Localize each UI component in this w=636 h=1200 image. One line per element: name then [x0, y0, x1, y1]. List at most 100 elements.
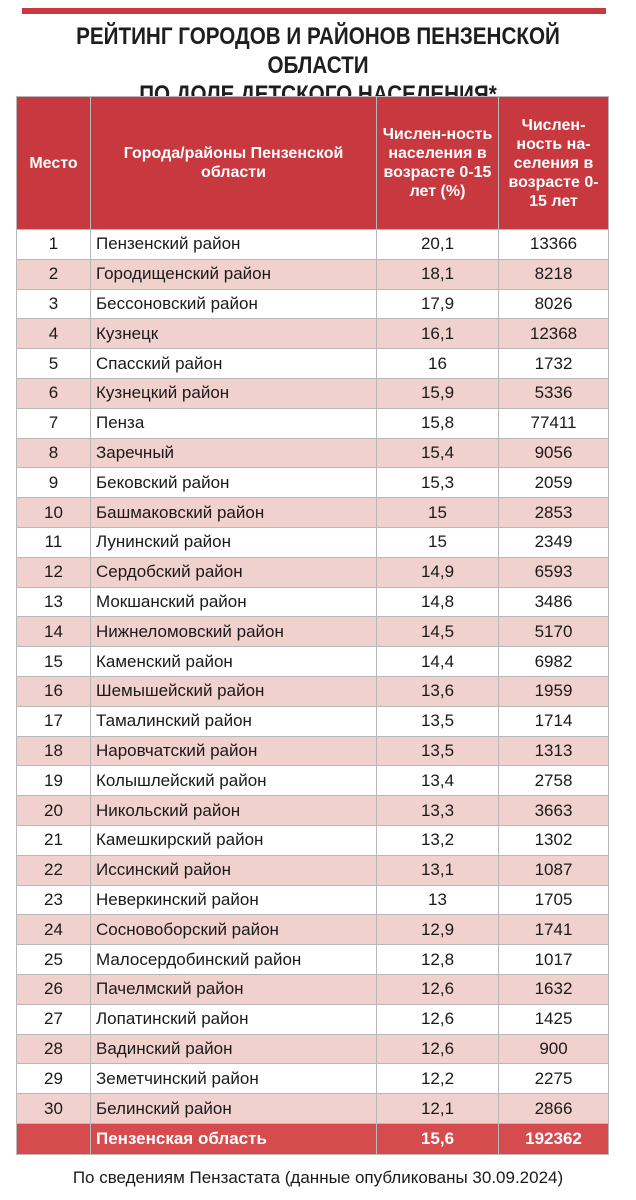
ranking-table: Место Города/районы Пензенской области Ч…	[16, 96, 609, 1155]
row-place: 19	[16, 765, 91, 797]
table-row: 11 Лунинский район 15 2349	[16, 526, 609, 558]
row-count: 8026	[498, 288, 609, 320]
row-place: 12	[16, 556, 91, 588]
table-row: 18 Наровчатский район 13,5 1313	[16, 735, 609, 767]
row-place: 18	[16, 735, 91, 767]
row-name: Пачелмский район	[90, 973, 377, 1005]
row-percent: 20,1	[376, 229, 499, 260]
row-percent: 16,1	[376, 318, 499, 350]
table-row: 15 Каменский район 14,4 6982	[16, 646, 609, 677]
row-place: 16	[16, 675, 91, 707]
total-place	[16, 1122, 91, 1155]
table-row: 12 Сердобский район 14,9 6593	[16, 556, 609, 588]
row-place: 17	[16, 705, 91, 737]
row-name: Камешкирский район	[90, 824, 377, 856]
row-percent: 14,8	[376, 586, 499, 618]
row-name: Малосердобинский район	[90, 944, 377, 975]
row-percent: 12,6	[376, 1003, 499, 1035]
row-name: Кузнецк	[90, 318, 377, 350]
row-percent: 12,6	[376, 973, 499, 1005]
row-count: 1087	[498, 854, 609, 886]
row-place: 20	[16, 795, 91, 826]
row-place: 6	[16, 377, 91, 409]
row-count: 2853	[498, 497, 609, 528]
table-row: 16 Шемышейский район 13,6 1959	[16, 675, 609, 707]
table-row: 9 Бековский район 15,3 2059	[16, 467, 609, 499]
row-place: 13	[16, 586, 91, 618]
header-count: Числен-ность на-селения в возрасте 0-15 …	[498, 96, 609, 230]
row-count: 5336	[498, 377, 609, 409]
table-row: 1 Пензенский район 20,1 13366	[16, 229, 609, 260]
table-row: 25 Малосердобинский район 12,8 1017	[16, 944, 609, 975]
row-percent: 13,3	[376, 795, 499, 826]
row-name: Мокшанский район	[90, 586, 377, 618]
table-row: 21 Камешкирский район 13,2 1302	[16, 824, 609, 856]
row-count: 1017	[498, 944, 609, 975]
row-count: 6593	[498, 556, 609, 588]
row-name: Колышлейский район	[90, 765, 377, 797]
row-place: 21	[16, 824, 91, 856]
row-place: 5	[16, 348, 91, 379]
table-row: 13 Мокшанский район 14,8 3486	[16, 586, 609, 618]
row-place: 4	[16, 318, 91, 350]
row-percent: 13,5	[376, 735, 499, 767]
title-line-1: РЕЙТИНГ ГОРОДОВ И РАЙОНОВ ПЕНЗЕНСКОЙ ОБЛ…	[76, 23, 560, 79]
row-place: 26	[16, 973, 91, 1005]
row-place: 29	[16, 1063, 91, 1095]
row-name: Сосновоборский район	[90, 914, 377, 946]
row-percent: 12,6	[376, 1033, 499, 1065]
table-row: 3 Бессоновский район 17,9 8026	[16, 288, 609, 320]
header-row: Место Города/районы Пензенской области Ч…	[16, 96, 609, 230]
table-row: 5 Спасский район 16 1732	[16, 348, 609, 379]
row-place: 14	[16, 616, 91, 648]
row-percent: 15,4	[376, 437, 499, 469]
table-row: 26 Пачелмский район 12,6 1632	[16, 973, 609, 1005]
row-place: 1	[16, 229, 91, 260]
row-place: 24	[16, 914, 91, 946]
row-name: Лопатинский район	[90, 1003, 377, 1035]
row-count: 900	[498, 1033, 609, 1065]
table-row: 19 Колышлейский район 13,4 2758	[16, 765, 609, 797]
row-place: 11	[16, 526, 91, 558]
row-name: Шемышейский район	[90, 675, 377, 707]
row-place: 15	[16, 646, 91, 677]
row-percent: 15	[376, 526, 499, 558]
row-place: 10	[16, 497, 91, 528]
row-count: 6982	[498, 646, 609, 677]
row-place: 2	[16, 258, 91, 290]
table-row: 22 Иссинский район 13,1 1087	[16, 854, 609, 886]
table-row: 20 Никольский район 13,3 3663	[16, 795, 609, 826]
row-place: 8	[16, 437, 91, 469]
row-percent: 12,1	[376, 1093, 499, 1124]
row-percent: 14,9	[376, 556, 499, 588]
row-count: 5170	[498, 616, 609, 648]
row-name: Никольский район	[90, 795, 377, 826]
row-place: 28	[16, 1033, 91, 1065]
row-count: 1705	[498, 884, 609, 916]
row-count: 8218	[498, 258, 609, 290]
row-place: 30	[16, 1093, 91, 1124]
row-place: 25	[16, 944, 91, 975]
table-row: 30 Белинский район 12,1 2866	[16, 1093, 609, 1124]
row-percent: 13,4	[376, 765, 499, 797]
row-percent: 12,2	[376, 1063, 499, 1095]
table-row: 28 Вадинский район 12,6 900	[16, 1033, 609, 1065]
header-name: Города/районы Пензенской области	[90, 96, 377, 230]
table-row: 4 Кузнецк 16,1 12368	[16, 318, 609, 350]
row-place: 23	[16, 884, 91, 916]
total-count: 192362	[498, 1122, 609, 1155]
top-accent-bar	[22, 8, 606, 14]
row-percent: 13,6	[376, 675, 499, 707]
row-name: Бессоновский район	[90, 288, 377, 320]
row-name: Белинский район	[90, 1093, 377, 1124]
total-name: Пензенская область	[90, 1122, 377, 1155]
table-row: 2 Городищенский район 18,1 8218	[16, 258, 609, 290]
row-name: Спасский район	[90, 348, 377, 379]
total-percent: 15,6	[376, 1122, 499, 1155]
row-percent: 15,3	[376, 467, 499, 499]
row-count: 1632	[498, 973, 609, 1005]
row-percent: 18,1	[376, 258, 499, 290]
table-row: 23 Неверкинский район 13 1705	[16, 884, 609, 916]
row-name: Наровчатский район	[90, 735, 377, 767]
row-percent: 17,9	[376, 288, 499, 320]
